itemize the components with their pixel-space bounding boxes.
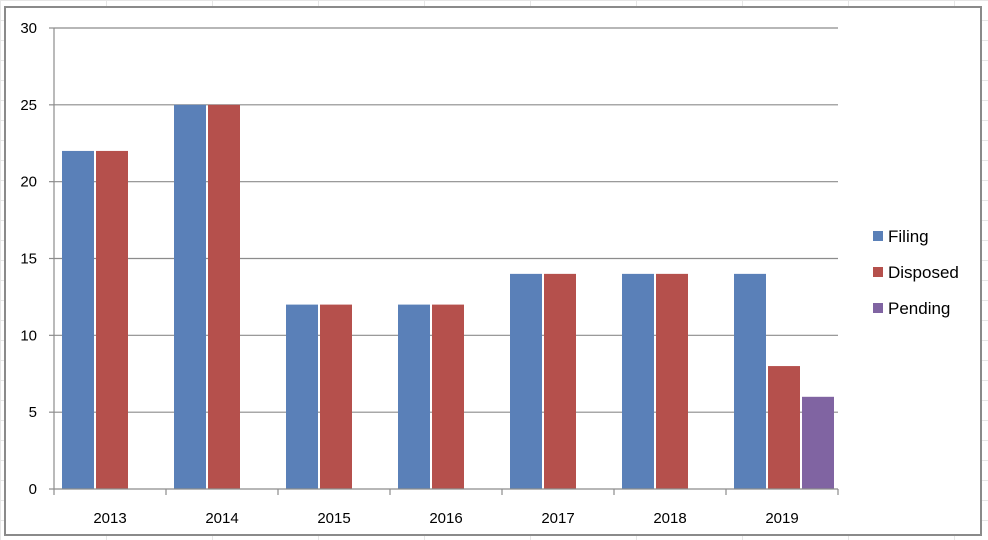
bar-filing-2016 [398,305,430,489]
bar-disposed-2013 [96,151,128,489]
x-tick-label: 2016 [429,510,462,527]
y-tick-label: 30 [20,20,37,37]
bar-disposed-2015 [320,305,352,489]
legend-swatch-disposed [873,267,883,277]
y-tick-label: 20 [20,174,37,191]
y-tick-label: 10 [20,327,37,344]
x-tick-label: 2018 [653,510,686,527]
x-tick-label: 2015 [317,510,350,527]
x-tick-label: 2017 [541,510,574,527]
bar-disposed-2018 [656,274,688,489]
bar-filing-2019 [734,274,766,489]
bar-disposed-2016 [432,305,464,489]
bar-pending-2019 [802,397,834,489]
x-tick-label: 2013 [93,510,126,527]
bar-disposed-2014 [208,105,240,489]
x-tick-labels: 2013 2014 2015 2016 2017 2018 2019 [93,510,798,527]
legend-label-pending: Pending [888,299,950,318]
legend: Filing Disposed Pending [873,227,959,318]
bar-disposed-2017 [544,274,576,489]
x-tick-label: 2014 [205,510,238,527]
y-tick-label: 5 [29,404,37,421]
bar-filing-2017 [510,274,542,489]
bar-disposed-2019 [768,366,800,489]
y-tick-label: 0 [29,481,37,498]
bar-filing-2018 [622,274,654,489]
bars [62,105,834,489]
y-tick-label: 25 [20,97,37,114]
y-tick-label: 15 [20,251,37,268]
y-tick-labels: 0 5 10 15 20 25 30 [20,20,37,498]
legend-label-disposed: Disposed [888,263,959,282]
bar-filing-2014 [174,105,206,489]
legend-swatch-pending [873,303,883,313]
x-tick-label: 2019 [765,510,798,527]
legend-label-filing: Filing [888,227,929,246]
bar-filing-2015 [286,305,318,489]
bar-filing-2013 [62,151,94,489]
legend-swatch-filing [873,231,883,241]
